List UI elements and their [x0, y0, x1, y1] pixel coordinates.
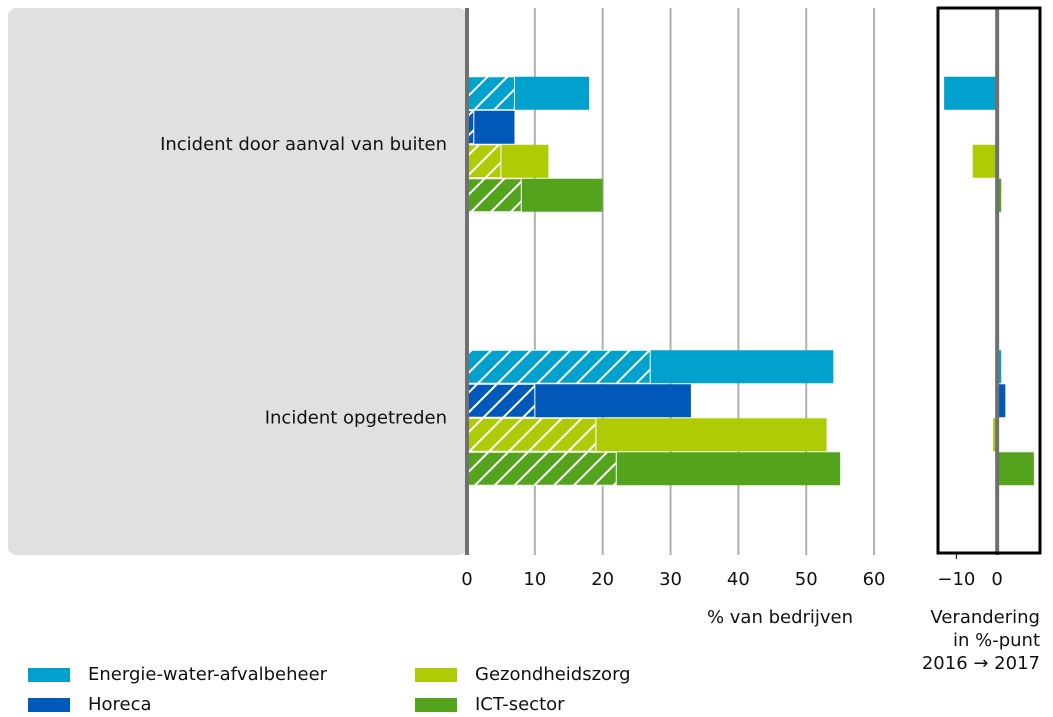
- x-axis-label: in %-punt: [953, 630, 1040, 651]
- hatched-bar: [466, 383, 536, 418]
- bar: [997, 452, 1034, 486]
- hatched-bar: [466, 417, 597, 452]
- hatched-bar: [466, 76, 515, 111]
- x-axis-label: Verandering: [930, 607, 1040, 628]
- hatched-bar: [466, 349, 651, 384]
- x-tick-label: 20: [591, 569, 614, 590]
- category-label: Incident door aanval van buiten: [160, 134, 447, 155]
- bar: [972, 144, 998, 178]
- legend-swatch: [28, 698, 70, 712]
- bar: [467, 110, 515, 144]
- panel-frame: [936, 6, 1042, 555]
- hatched-bar: [466, 451, 617, 486]
- bar: [997, 384, 1006, 418]
- bar: [997, 350, 1002, 384]
- x-tick-label: −10: [937, 569, 975, 590]
- x-axis-label: % van bedrijven: [707, 607, 853, 628]
- bar: [993, 418, 998, 452]
- x-tick-label: 0: [991, 569, 1002, 590]
- hatched-bar: [466, 144, 502, 179]
- legend-swatch: [415, 698, 457, 712]
- x-tick-label: 30: [659, 569, 682, 590]
- legend-label: Energie-water-afvalbeheer: [88, 664, 328, 685]
- x-tick-label: 10: [523, 569, 546, 590]
- bar: [997, 178, 1002, 212]
- x-axis-label: 2016 → 2017: [922, 653, 1040, 674]
- x-tick-label: 40: [727, 569, 750, 590]
- legend-label: Horeca: [88, 694, 152, 715]
- legend-swatch: [415, 668, 457, 682]
- legend-label: ICT-sector: [475, 694, 565, 715]
- hatched-bar: [466, 178, 522, 213]
- category-label: Incident opgetreden: [265, 407, 447, 428]
- legend-label: Gezondheidszorg: [475, 664, 631, 685]
- label-panel: [8, 8, 467, 555]
- x-tick-label: 60: [863, 569, 886, 590]
- bar: [944, 76, 998, 110]
- x-tick-label: 0: [461, 569, 472, 590]
- x-tick-label: 50: [795, 569, 818, 590]
- legend-swatch: [28, 668, 70, 682]
